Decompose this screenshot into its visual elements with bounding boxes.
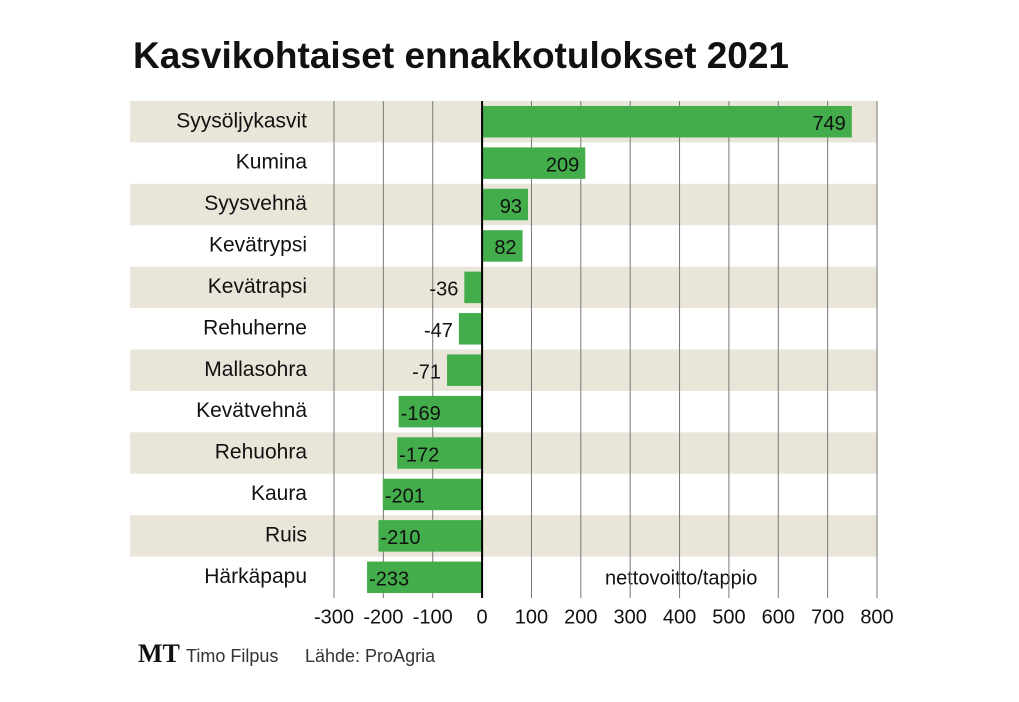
value-label: -169 bbox=[401, 403, 441, 425]
x-tick-label: -300 bbox=[314, 606, 354, 628]
value-label: -47 bbox=[424, 320, 453, 342]
bar bbox=[482, 188, 528, 221]
x-tick-label: -100 bbox=[413, 606, 453, 628]
y-tick-label: Kumina bbox=[236, 151, 308, 174]
x-tick-label: -200 bbox=[363, 606, 403, 628]
bar bbox=[458, 313, 483, 345]
bar bbox=[464, 271, 483, 304]
bar bbox=[382, 478, 483, 511]
y-tick-label: Kevätrapsi bbox=[208, 275, 307, 298]
annotation: nettovoitto/tappio bbox=[605, 567, 757, 589]
x-tick-label: 300 bbox=[613, 606, 646, 628]
y-tick-label: Ruis bbox=[265, 523, 307, 546]
value-label: 749 bbox=[812, 113, 845, 135]
y-tick-label: Kevätrypsi bbox=[209, 234, 307, 257]
value-label: -36 bbox=[429, 279, 458, 301]
x-tick-label: 800 bbox=[860, 606, 893, 628]
y-tick-label: Rehuherne bbox=[203, 316, 307, 339]
bar bbox=[398, 395, 483, 428]
value-label: -233 bbox=[369, 569, 409, 591]
value-label: -71 bbox=[412, 361, 441, 383]
author: Timo Filpus bbox=[186, 646, 278, 666]
value-label: 209 bbox=[546, 154, 579, 176]
value-label: 82 bbox=[494, 237, 516, 259]
chart-title: Kasvikohtaiset ennakkotulokset 2021 bbox=[133, 35, 789, 76]
bar bbox=[378, 520, 483, 552]
row-stripe bbox=[130, 515, 877, 557]
y-tick-label: Kaura bbox=[251, 482, 307, 505]
logo: MT bbox=[138, 639, 180, 668]
row-stripe bbox=[130, 432, 877, 474]
x-tick-label: 500 bbox=[712, 606, 745, 628]
value-label: -172 bbox=[399, 444, 439, 466]
row-stripe bbox=[130, 266, 877, 309]
bar bbox=[367, 561, 483, 594]
bar bbox=[447, 354, 483, 386]
x-tick-label: 700 bbox=[811, 606, 844, 628]
x-tick-label: 100 bbox=[515, 606, 548, 628]
bar bbox=[482, 105, 852, 138]
value-label: -201 bbox=[385, 486, 425, 508]
x-tick-label: 400 bbox=[663, 606, 696, 628]
x-tick-label: 0 bbox=[477, 606, 488, 628]
x-tick-label: 200 bbox=[564, 606, 597, 628]
row-stripe bbox=[130, 349, 877, 391]
y-tick-label: Härkäpapu bbox=[204, 565, 307, 588]
bar bbox=[397, 437, 483, 469]
source: Lähde: ProAgria bbox=[305, 646, 436, 666]
value-label: 93 bbox=[500, 196, 522, 218]
y-tick-label: Rehuohra bbox=[215, 441, 308, 464]
y-tick-label: Kevätvehnä bbox=[196, 399, 307, 422]
x-tick-label: 600 bbox=[762, 606, 795, 628]
y-tick-label: Mallasohra bbox=[204, 358, 307, 381]
bar bbox=[482, 230, 523, 262]
bar bbox=[482, 147, 586, 179]
y-tick-label: Syysvehnä bbox=[204, 192, 307, 215]
value-label: -210 bbox=[380, 527, 420, 549]
y-tick-label: Syysöljykasvit bbox=[176, 109, 307, 132]
